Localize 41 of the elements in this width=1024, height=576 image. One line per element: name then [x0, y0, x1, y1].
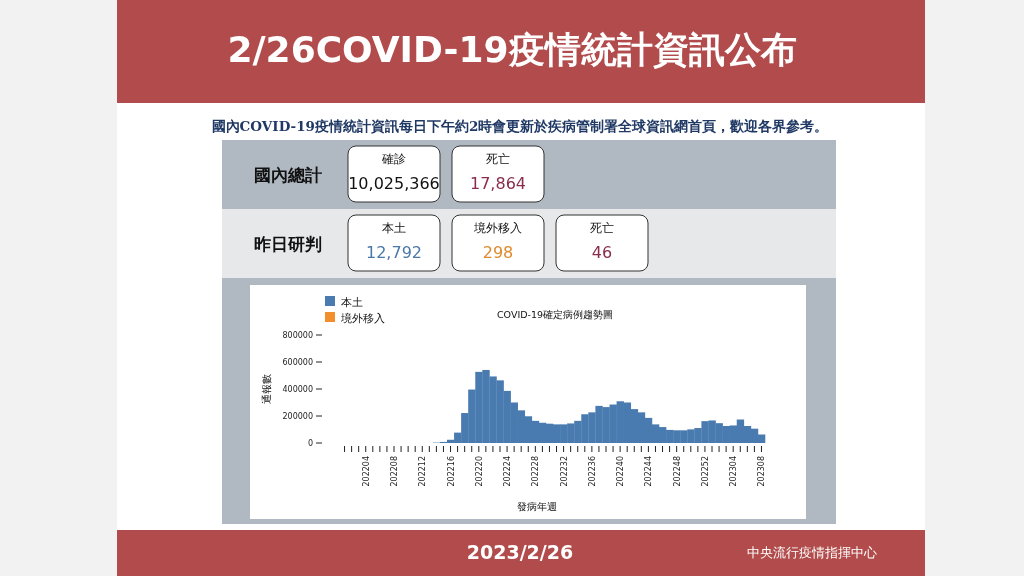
text: 46: [591, 243, 613, 262]
x-tick-label: 202216: [446, 456, 456, 487]
x-tick-label: 202204: [361, 456, 371, 487]
text: 國內總計: [254, 165, 322, 185]
text: 2023/2/26: [466, 541, 574, 563]
text: 昨日研判: [254, 234, 322, 254]
legend-label: 本土: [341, 295, 363, 309]
y-tick-label: 800000: [282, 331, 313, 340]
y-tick-label: 400000: [282, 385, 313, 394]
y-tick-label: 0: [307, 439, 313, 448]
text: 中央流行疫情指揮中心: [747, 545, 877, 560]
y-tick-label: 200000: [282, 412, 313, 421]
text: 12,792: [366, 243, 422, 262]
x-axis-title: 發病年週: [517, 501, 557, 512]
category-label: 死亡: [486, 152, 510, 166]
category-label: 死亡: [590, 221, 614, 235]
text: 2/26COVID-19疫情統計資訊公布: [227, 29, 797, 70]
x-tick-label: 202232: [559, 456, 569, 487]
x-tick-label: 202212: [418, 456, 428, 487]
category-label: 本土: [382, 221, 406, 235]
x-tick-label: 202220: [474, 456, 484, 487]
x-tick-label: 202236: [587, 456, 597, 487]
x-tick-label: 202224: [503, 456, 513, 487]
category-label: 境外移入: [473, 221, 522, 235]
x-tick-label: 202248: [672, 456, 682, 487]
x-tick-label: 202304: [729, 456, 739, 487]
text: 17,864: [470, 174, 526, 193]
x-tick-label: 202252: [700, 456, 710, 487]
y-tick-label: 600000: [282, 358, 313, 367]
text: 國內COVID-19疫情統計資訊每日下午約2時會更新於疾病管制署全球資訊網首頁，歡迎各界參考。: [211, 118, 829, 134]
y-axis-title: 通報數: [261, 374, 272, 404]
text: 298: [482, 243, 514, 262]
x-tick-label: 202228: [531, 456, 541, 487]
x-tick-label: 202244: [644, 456, 654, 487]
x-tick-label: 202240: [616, 456, 626, 487]
text: 10,025,366: [348, 174, 440, 193]
chart-title: COVID-19確定病例趨勢圖: [496, 309, 614, 320]
legend-label: 境外移入: [340, 311, 385, 325]
category-label: 確診: [381, 152, 406, 166]
x-tick-label: 202208: [390, 456, 399, 487]
x-tick-label: 202308: [757, 456, 767, 487]
